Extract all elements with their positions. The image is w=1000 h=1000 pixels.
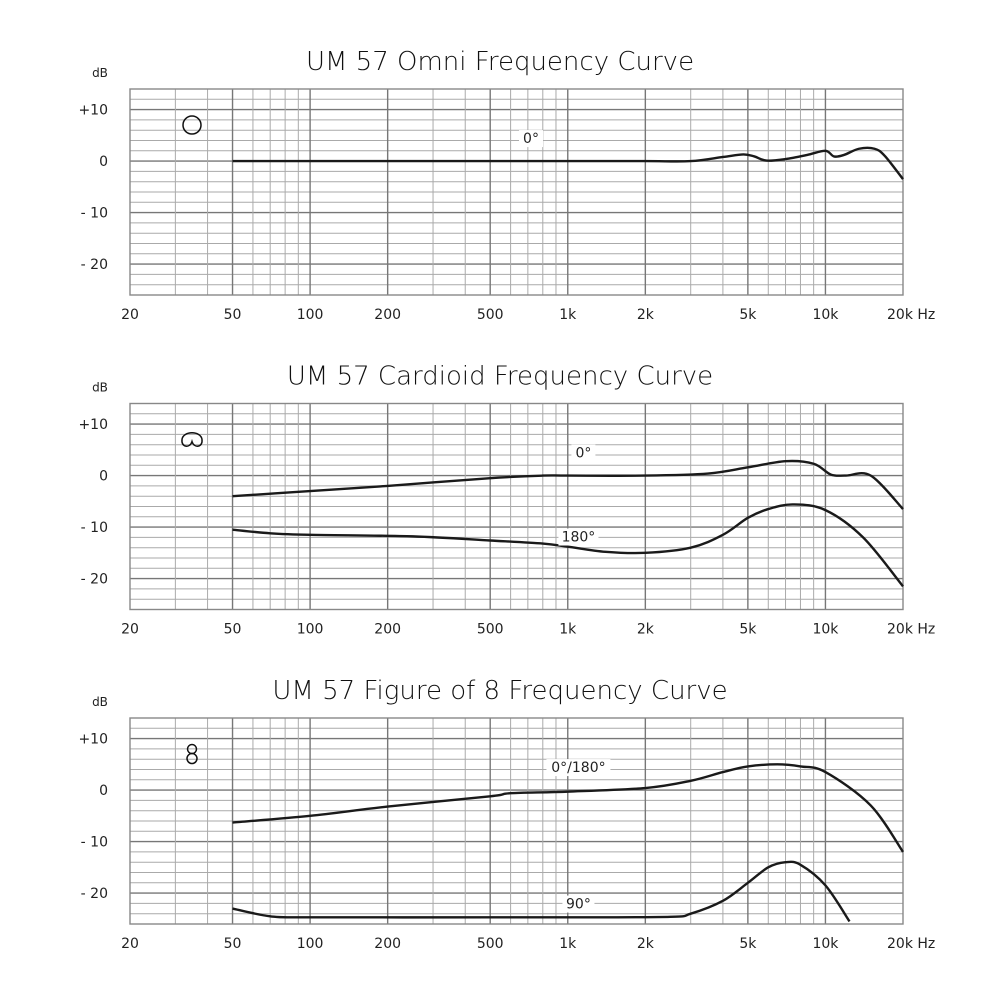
x-tick-label: 100: [297, 307, 324, 323]
x-tick-label: 500: [477, 936, 504, 952]
y-axis-unit: dB: [92, 695, 108, 709]
x-tick-label: 20: [121, 307, 139, 323]
y-tick-label: +10: [78, 103, 108, 119]
series-line: [232, 503, 904, 588]
series-label-bg: [562, 895, 595, 913]
plot-frame: [129, 717, 904, 925]
x-tick-label: 5k: [739, 936, 757, 952]
x-tick-label: 20k Hz: [887, 307, 935, 323]
chart-2: UM 57 Cardioid Frequency Curve dB +10 0 - 10…: [78, 362, 935, 638]
series-label: 180°: [562, 530, 596, 546]
circle-shape: [182, 115, 202, 135]
y-axis-unit: dB: [92, 66, 108, 80]
y-tick-label: - 10: [81, 520, 108, 536]
series-label: 0°: [575, 446, 591, 462]
series-label-bg: [571, 444, 596, 462]
chart-1: UM 57 Omni Frequency Curve dB +10 0 - 10 - 20…: [78, 47, 935, 323]
plot-frame: [129, 88, 904, 296]
y-tick-label: 0: [99, 154, 108, 170]
cardioid-shape: [181, 432, 203, 447]
y-tick-label: - 20: [81, 572, 108, 588]
lobe-bottom: [186, 752, 198, 765]
y-tick-label: +10: [78, 417, 108, 433]
y-axis-unit: dB: [92, 381, 108, 395]
x-tick-label: 200: [374, 622, 401, 638]
x-tick-label: 10k: [812, 307, 839, 323]
y-tick-label: - 10: [81, 835, 108, 851]
grid: [130, 88, 903, 296]
x-tick-label: 2k: [637, 307, 655, 323]
x-tick-label: 50: [224, 622, 242, 638]
series-line: [232, 146, 904, 180]
x-tick-label: 20k Hz: [887, 622, 935, 638]
x-tick-label: 50: [224, 307, 242, 323]
y-tick-label: - 20: [81, 886, 108, 902]
grid: [130, 717, 903, 925]
x-tick-label: 200: [374, 307, 401, 323]
series-label: 0°: [523, 131, 539, 147]
x-tick-label: 20k Hz: [887, 936, 935, 952]
x-tick-label: 20: [121, 936, 139, 952]
series-label-bg: [558, 528, 599, 546]
x-tick-label: 1k: [559, 307, 577, 323]
series-label: 90°: [566, 897, 591, 913]
figure-8-icon: [186, 743, 198, 765]
y-tick-label: - 20: [81, 257, 108, 273]
series-line: [232, 459, 904, 510]
y-tick-label: 0: [99, 783, 108, 799]
series-label: 0°/180°: [551, 760, 605, 776]
x-tick-label: 100: [297, 936, 324, 952]
y-tick-label: - 10: [81, 206, 108, 222]
grid: [130, 403, 903, 610]
chart-title: UM 57 Cardioid Frequency Curve: [287, 362, 713, 392]
cardioid-icon: [181, 432, 203, 447]
y-tick-label: +10: [78, 732, 108, 748]
plot-frame: [129, 402, 904, 611]
x-tick-label: 2k: [637, 936, 655, 952]
x-tick-label: 500: [477, 307, 504, 323]
x-tick-label: 10k: [812, 936, 839, 952]
x-tick-label: 200: [374, 936, 401, 952]
series-label-bg: [519, 130, 544, 148]
x-tick-label: 10k: [812, 622, 839, 638]
x-tick-label: 500: [477, 622, 504, 638]
series-label-bg: [546, 759, 611, 777]
x-tick-label: 2k: [637, 622, 655, 638]
x-tick-label: 1k: [559, 622, 577, 638]
x-tick-label: 5k: [739, 622, 757, 638]
chart-title: UM 57 Omni Frequency Curve: [306, 47, 694, 77]
x-tick-label: 100: [297, 622, 324, 638]
x-tick-label: 50: [224, 936, 242, 952]
x-tick-label: 1k: [559, 936, 577, 952]
omni-circle-icon: [182, 115, 202, 135]
chart-3: UM 57 Figure of 8 Frequency Curve dB +10 0 -…: [78, 676, 935, 952]
chart-title: UM 57 Figure of 8 Frequency Curve: [272, 676, 727, 706]
series-line: [232, 763, 904, 853]
x-tick-label: 20: [121, 622, 139, 638]
y-tick-label: 0: [99, 469, 108, 485]
x-tick-label: 5k: [739, 307, 757, 323]
series-line: [232, 860, 851, 923]
